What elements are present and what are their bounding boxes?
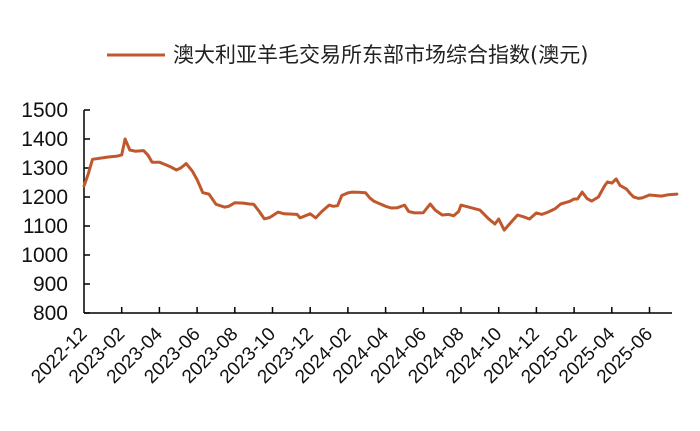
y-tick-label: 1000 — [21, 244, 68, 267]
y-tick-label: 1400 — [21, 128, 68, 151]
y-tick-label: 900 — [33, 273, 68, 296]
legend-label: 澳大利亚羊毛交易所东部市场综合指数(澳元) — [173, 43, 588, 67]
y-ticks: 800 900 1000 1100 1200 1300 1400 1500 — [21, 99, 90, 325]
y-tick-label: 800 — [33, 302, 68, 325]
wool-index-line — [82, 137, 679, 232]
y-tick-label: 1300 — [21, 157, 68, 180]
legend: 澳大利亚羊毛交易所东部市场综合指数(澳元) — [107, 43, 588, 67]
y-tick-label: 1200 — [21, 186, 68, 209]
x-ticks: 2022-122023-022023-042023-062023-082023-… — [27, 307, 657, 388]
y-tick-label: 1100 — [23, 215, 68, 238]
y-tick-label: 1500 — [21, 99, 68, 122]
